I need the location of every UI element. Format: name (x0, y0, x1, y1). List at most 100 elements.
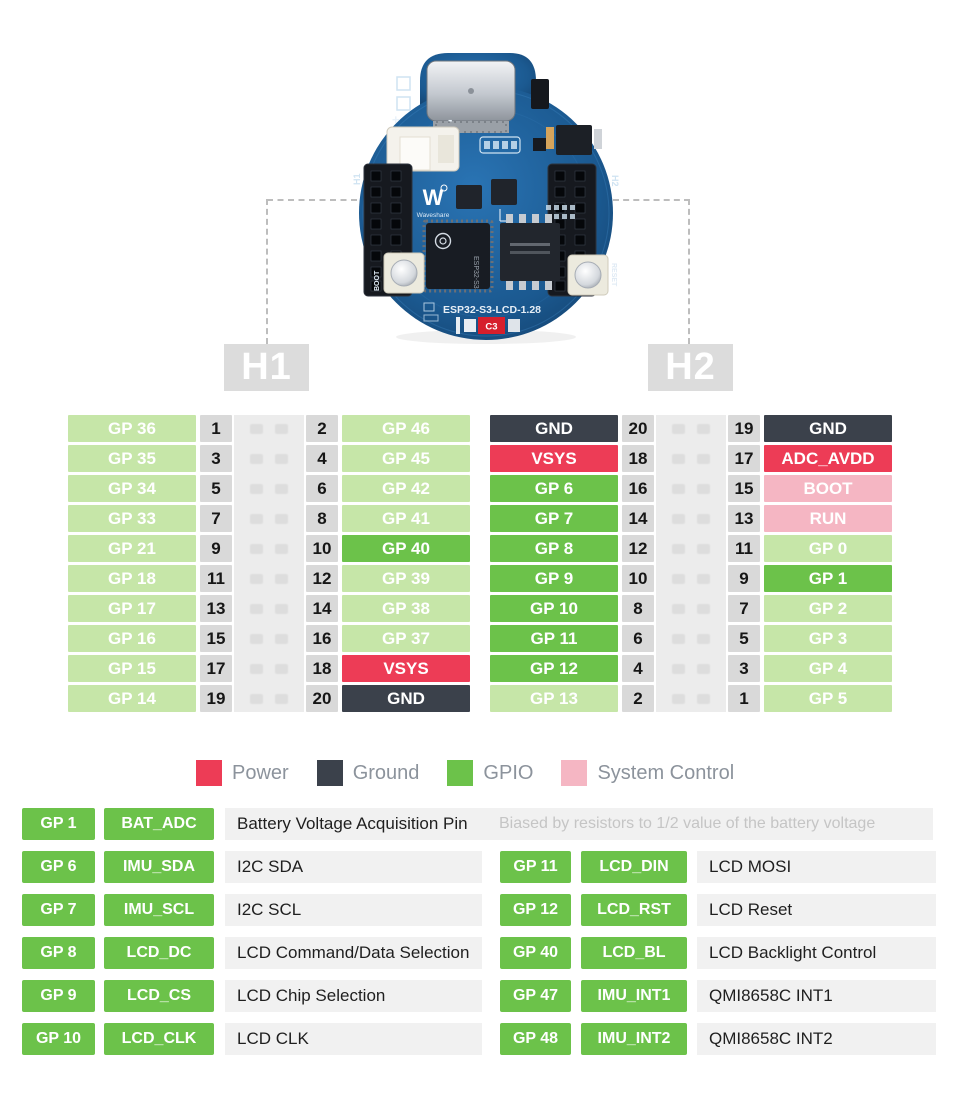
flash-chip (500, 214, 560, 290)
pin-ghost-icon (275, 633, 288, 644)
signal-name-badge: IMU_SDA (104, 851, 214, 883)
pin-row: GP 21 9 10 GP 40 (68, 535, 470, 562)
h2-callout-line-horizontal (613, 199, 690, 201)
pin-row: VSYS 18 17 ADC_AVDD (490, 445, 892, 472)
h2-pin-strip (656, 415, 726, 712)
battery-note: Biased by resistors to 1/2 value of the … (499, 815, 876, 832)
smd-transistor (531, 79, 549, 109)
pin-cell-right: GP 46 (342, 415, 470, 442)
pin-number-right: 9 (728, 565, 760, 592)
pin-number-right: 3 (728, 655, 760, 682)
pin-number-left: 10 (622, 565, 654, 592)
pin-cell-left: GP 7 (490, 505, 618, 532)
pin-ghost-icon (250, 603, 263, 614)
function-description: LCD Chip Selection (225, 980, 482, 1012)
pin-strip-segment (234, 595, 304, 622)
pin-ghost-icon (697, 483, 710, 494)
h1-pin-rows: GP 36 1 2 GP 46 GP 35 3 4 GP 45 GP 34 5 6 GP 42 GP 3… (68, 415, 470, 712)
legend-swatch (196, 760, 222, 786)
pin-number-right: 11 (728, 535, 760, 562)
function-description: Battery Voltage Acquisition Pin Biased b… (225, 808, 933, 840)
function-table-left: GP 6 IMU_SDA I2C SDA GP 7 IMU_SCL I2C SCL GP 8… (22, 851, 482, 1066)
pin-row: GP 16 15 16 GP 37 (68, 625, 470, 652)
pin-cell-left: GP 9 (490, 565, 618, 592)
function-description-text: Battery Voltage Acquisition Pin (237, 814, 468, 833)
pin-strip-segment (656, 655, 726, 682)
function-row: GP 9 LCD_CS LCD Chip Selection (22, 980, 482, 1012)
function-description: I2C SDA (225, 851, 482, 883)
legend-item: System Control (561, 760, 734, 786)
pin-cell-left: GP 36 (68, 415, 196, 442)
pin-cell-right: GND (764, 415, 892, 442)
legend: Power Ground GPIO System Control (196, 760, 734, 786)
pin-number-left: 6 (622, 625, 654, 652)
esp32-chip: ESP32-S3 (422, 219, 494, 293)
battery-connector: + - (386, 112, 460, 172)
pin-ghost-icon (275, 423, 288, 434)
pin-ghost-icon (250, 483, 263, 494)
gpio-pin-badge: GP 12 (500, 894, 571, 926)
h1-pinout-table: GP 36 1 2 GP 46 GP 35 3 4 GP 45 GP 34 5 6 GP 42 GP 3… (68, 415, 470, 712)
pin-strip-segment (656, 505, 726, 532)
pin-strip-segment (656, 595, 726, 622)
pin-cell-right: RUN (764, 505, 892, 532)
pin-ghost-icon (275, 483, 288, 494)
pin-row: GP 6 16 15 BOOT (490, 475, 892, 502)
pin-cell-right: GP 2 (764, 595, 892, 622)
function-row: GP 12 LCD_RST LCD Reset (500, 894, 936, 926)
signal-name-badge: BAT_ADC (104, 808, 214, 840)
pin-ghost-icon (672, 453, 685, 464)
signal-name-badge: LCD_CS (104, 980, 214, 1012)
pin-strip-segment (234, 445, 304, 472)
board-title-silk: ESP32-S3-LCD-1.28 (443, 304, 541, 316)
reset-silk-label: RESET (610, 263, 617, 287)
h1-callout-line-horizontal (267, 199, 357, 201)
h2-pinout-table: GND 20 19 GND VSYS 18 17 ADC_AVDD GP 6 16 15 BOOT GP… (490, 415, 892, 712)
function-row: GP 11 LCD_DIN LCD MOSI (500, 851, 936, 883)
pin-ghost-icon (697, 693, 710, 704)
pin-ghost-icon (672, 603, 685, 614)
pin-ghost-icon (275, 603, 288, 614)
pin-ghost-icon (250, 693, 263, 704)
pin-number-right: 8 (306, 505, 338, 532)
pin-strip-segment (234, 685, 304, 712)
gpio-pin-badge: GP 11 (500, 851, 571, 883)
reset-button: RESET (567, 254, 617, 296)
boot-silk-label: BOOT (374, 270, 381, 291)
pin-strip-segment (234, 565, 304, 592)
function-table-right: GP 11 LCD_DIN LCD MOSI GP 12 LCD_RST LCD Rese… (500, 851, 936, 1066)
pin-row: GP 36 1 2 GP 46 (68, 415, 470, 442)
pin-ghost-icon (697, 543, 710, 554)
pin-number-right: 6 (306, 475, 338, 502)
h1-pin-strip (234, 415, 304, 712)
pin-number-left: 11 (200, 565, 232, 592)
gpio-pin-badge: GP 7 (22, 894, 95, 926)
tantalum-cap (546, 127, 554, 149)
pin-cell-left: GP 12 (490, 655, 618, 682)
function-description: LCD Command/Data Selection (225, 937, 482, 969)
pin-number-left: 5 (200, 475, 232, 502)
h2-silk-label: H2 (610, 175, 620, 187)
silk-pad-1 (396, 76, 411, 91)
pin-cell-left: GP 13 (490, 685, 618, 712)
pin-number-right: 17 (728, 445, 760, 472)
pin-strip-segment (234, 655, 304, 682)
pin-cell-left: GP 18 (68, 565, 196, 592)
pin-cell-right: GP 5 (764, 685, 892, 712)
pin-ghost-icon (697, 663, 710, 674)
pin-number-right: 18 (306, 655, 338, 682)
silk-header-outline (479, 136, 521, 154)
gpio-pin-badge: GP 10 (22, 1023, 95, 1055)
pin-ghost-icon (275, 663, 288, 674)
pin-number-right: 4 (306, 445, 338, 472)
signal-name-badge: LCD_BL (581, 937, 687, 969)
pin-row: GP 34 5 6 GP 42 (68, 475, 470, 502)
pin-number-right: 15 (728, 475, 760, 502)
pin-ghost-icon (672, 693, 685, 704)
pin-ghost-icon (697, 513, 710, 524)
pin-ghost-icon (672, 543, 685, 554)
pin-ghost-icon (250, 453, 263, 464)
h2-pin-rows: GND 20 19 GND VSYS 18 17 ADC_AVDD GP 6 16 15 BOOT GP… (490, 415, 892, 712)
legend-label: Ground (352, 761, 420, 784)
